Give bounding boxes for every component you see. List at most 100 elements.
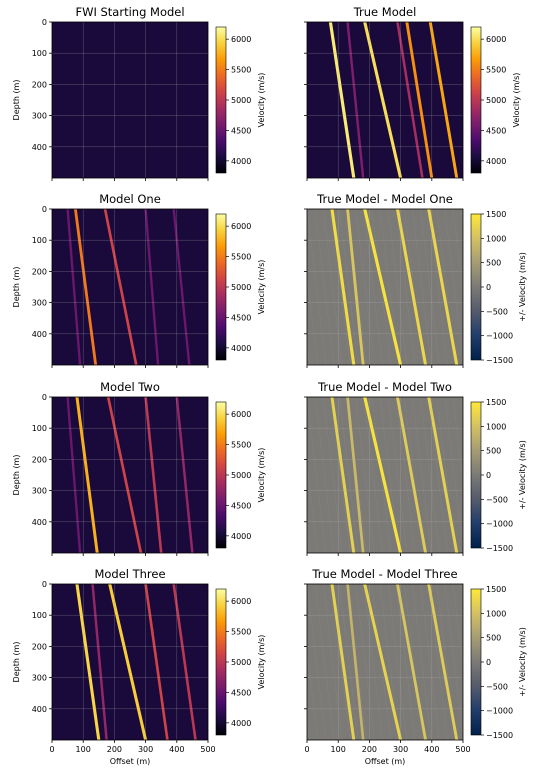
colorbar-tick-label: 1000 [486, 422, 506, 431]
y-tick-label: 300 [32, 299, 47, 308]
colorbar-tick-label: 0 [486, 658, 491, 667]
colorbar: 1500 1000 500 0 −500 −1000 −1500 +/- Velocity (… [470, 398, 527, 553]
texture-line [420, 584, 440, 740]
colorbar-tick-label: −1000 [486, 520, 513, 529]
texture-line [395, 397, 416, 553]
x-axis-label: Offset (m) [110, 757, 151, 766]
velocity-feature [427, 397, 459, 553]
velocity-feature [144, 397, 163, 553]
x-tick-label: 400 [169, 745, 184, 754]
texture-line [307, 649, 318, 740]
heatmap-background [307, 22, 463, 178]
colorbar-gradient [470, 26, 482, 174]
colorbar-tick-label: 5500 [231, 253, 251, 262]
colorbar-tick-label: 1500 [486, 585, 506, 594]
panel-title: FWI Starting Model [75, 5, 184, 19]
panel-title: True Model - Model One [316, 192, 453, 206]
velocity-feature [144, 209, 160, 365]
texture-line [387, 209, 408, 365]
velocity-feature [346, 584, 365, 740]
velocity-feature [396, 397, 428, 553]
colorbar-tick-label: 5000 [231, 471, 251, 480]
colorbar-tick-label: 6000 [486, 35, 506, 44]
heatmap-background [52, 209, 208, 365]
colorbar-gradient [470, 401, 482, 549]
y-tick-label: 0 [42, 18, 47, 27]
y-tick-label: 400 [32, 705, 47, 714]
velocity-feature [363, 584, 403, 740]
y-tick-label: 0 [42, 580, 47, 589]
velocity-feature [330, 397, 356, 553]
colorbar-tick-label: 1000 [486, 234, 506, 243]
texture-line [395, 584, 416, 740]
axes-frame [306, 583, 464, 741]
colorbar-tick-label: 4000 [231, 157, 251, 166]
axes-frame [306, 21, 464, 179]
texture-line [452, 584, 463, 670]
colorbar-tick-label: 4500 [231, 501, 251, 510]
texture-line [363, 397, 383, 553]
axes-frame [306, 208, 464, 366]
texture-line [283, 397, 302, 553]
velocity-feature [75, 397, 99, 553]
colorbar-tick-label: 5500 [231, 441, 251, 450]
colorbar-tick-label: 4000 [231, 344, 251, 353]
axes-frame [51, 208, 209, 366]
texture-line [428, 584, 448, 740]
colorbar-tick-label: −500 [486, 307, 508, 316]
velocity-feature [396, 584, 427, 740]
colorbar-tick-label: 6000 [231, 222, 251, 231]
velocity-feature [346, 397, 365, 553]
texture-line [412, 584, 432, 740]
axes-frame [306, 396, 464, 554]
velocity-feature [108, 584, 148, 740]
texture-line [307, 209, 327, 365]
colorbar-tick-label: 5500 [231, 66, 251, 75]
x-tick-label: 300 [138, 745, 153, 754]
colorbar-tick-label: 500 [486, 259, 501, 268]
velocity-feature [172, 584, 197, 740]
x-tick-label: 400 [424, 745, 439, 754]
panel-model-two: Model Two 0 100 200 300 400 Depth (m) 4000 4500 5… [12, 380, 266, 556]
y-tick-label: 100 [32, 611, 47, 620]
y-tick-label: 400 [32, 330, 47, 339]
velocity-feature [328, 22, 356, 178]
velocity-feature [330, 209, 356, 365]
texture-line [428, 397, 448, 553]
panel-model-one: Model One 0 100 200 300 400 Depth (m) 4000 4500 5… [12, 192, 266, 368]
colorbar-gradient [215, 588, 227, 736]
heatmap-area [52, 397, 208, 553]
texture-line [275, 397, 294, 553]
x-axis-label: Offset (m) [365, 757, 406, 766]
colorbar-tick-label: 4500 [231, 688, 251, 697]
panel-title: True Model [353, 5, 417, 19]
colorbar-tick-label: 1500 [486, 210, 506, 219]
colorbar: 4000 4500 5000 5500 6000 Velocity (m/s) [215, 588, 266, 736]
panel-title: True Model - Model Two [317, 380, 452, 394]
colorbar-tick-label: 6000 [231, 410, 251, 419]
velocity-feature [91, 584, 108, 740]
heatmap-background [307, 209, 463, 365]
texture-line [444, 209, 463, 363]
y-tick-label: 100 [32, 236, 47, 245]
y-tick-label: 100 [32, 49, 47, 58]
heatmap-area [52, 209, 208, 365]
panel-fwi-start: FWI Starting Model 0 100 200 300 400 Depth (m)… [12, 5, 266, 181]
colorbar-tick-label: 500 [486, 634, 501, 643]
y-axis-label: Depth (m) [12, 455, 21, 496]
texture-line [355, 397, 375, 553]
colorbar-tick-label: 1000 [486, 609, 506, 618]
panel-title: True Model - Model Three [311, 567, 457, 581]
texture-line [420, 397, 440, 553]
colorbar-tick-label: 5000 [231, 283, 251, 292]
velocity-feature [73, 209, 98, 365]
colorbar-tick-label: −1500 [486, 731, 513, 740]
velocity-feature [66, 209, 82, 365]
texture-line [444, 584, 463, 738]
y-axis-label: Depth (m) [12, 267, 21, 308]
axes-frame [51, 583, 209, 741]
y-axis-label: Depth (m) [12, 80, 21, 121]
texture-line [395, 209, 416, 365]
velocity-feature [427, 584, 459, 740]
colorbar-tick-label: 4000 [231, 719, 251, 728]
